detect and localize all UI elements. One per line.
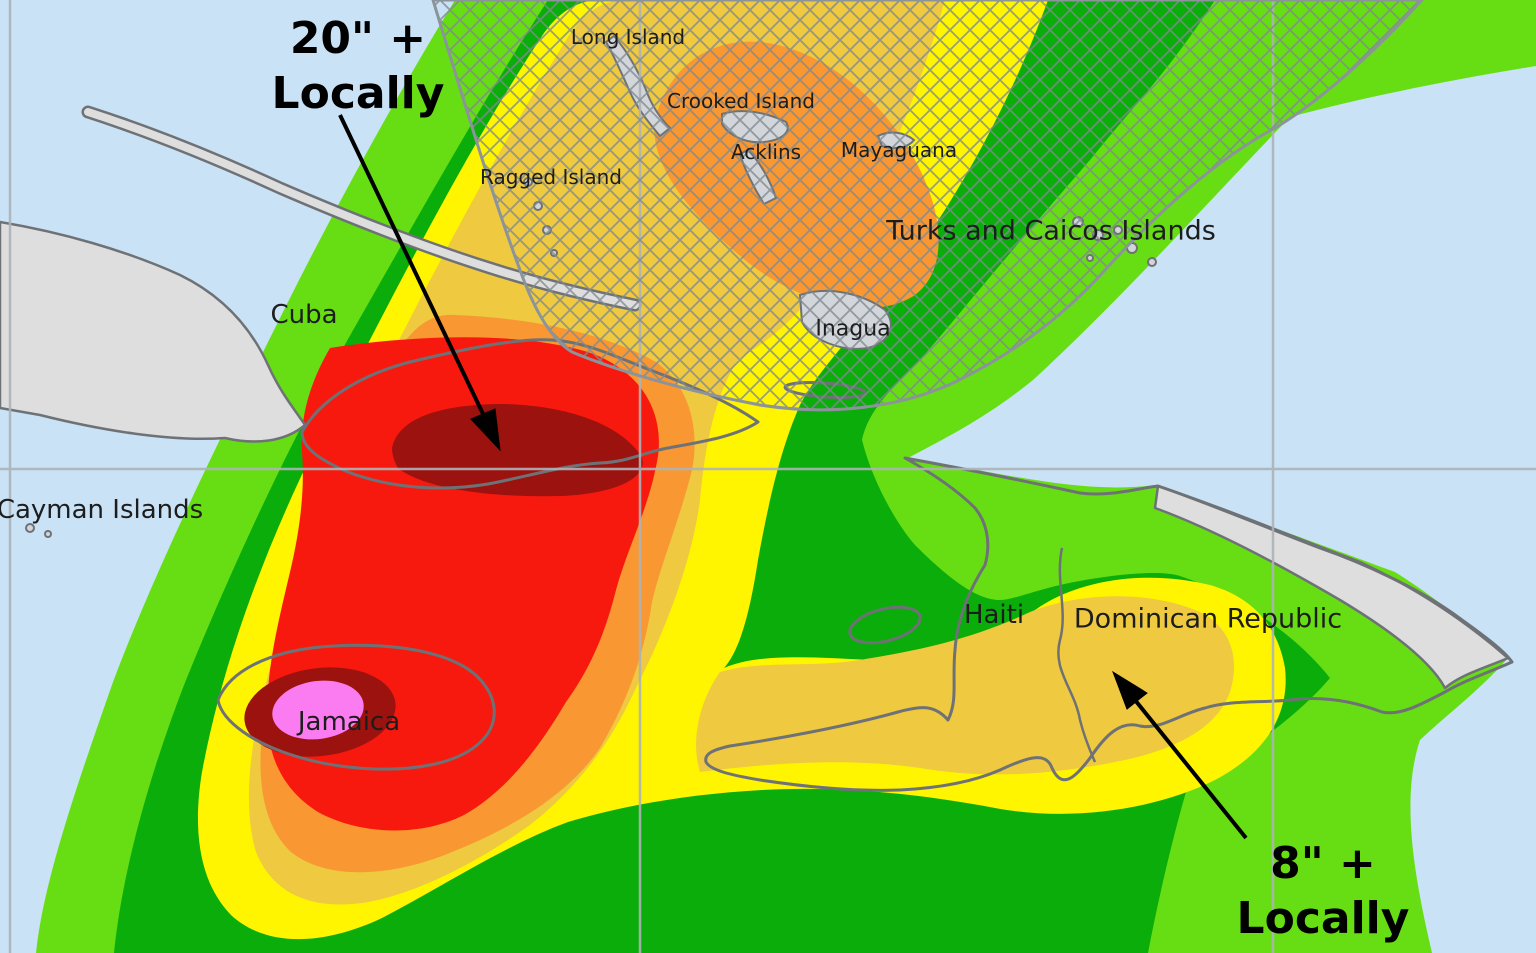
annotation-8-line2: Locally (1236, 893, 1410, 944)
arrow-8in-head (1112, 670, 1148, 710)
cayman-cay (44, 530, 52, 538)
arrow-8in-line (1133, 698, 1248, 840)
eastern-cuba-outline (300, 338, 760, 490)
annotation-8-line1: 8" + (1270, 838, 1376, 889)
label-dominican-republic: Dominican Republic (1073, 603, 1343, 635)
label-jamaica: Jamaica (297, 707, 401, 737)
label-inagua: Inagua (815, 316, 891, 342)
coastlines (216, 338, 1514, 792)
arrow-20in-head (470, 408, 501, 452)
sea-overlay-east (908, 66, 1536, 953)
cayman-cay (25, 523, 35, 533)
label-long-island: Long Island (570, 25, 686, 49)
label-crooked-island: Crooked Island (667, 89, 815, 113)
label-mayaguana: Mayaguana (840, 138, 958, 162)
band-amber-hispaniola (696, 596, 1235, 775)
annotation-20-line2: Locally (271, 68, 445, 119)
hispaniola-outline (704, 456, 1514, 792)
hatched-region (431, 0, 1424, 412)
label-cayman-islands: Cayman Islands (0, 495, 204, 525)
annotation-20-line1: 20" + (289, 13, 427, 64)
band-magenta (272, 680, 364, 740)
annotation-20-inches: 20" + Locally (272, 11, 445, 121)
haiti-dr-border (1057, 547, 1097, 763)
annotation-arrows (338, 114, 1248, 840)
label-ragged-island: Ragged Island (480, 165, 622, 189)
gonave-island-outline (848, 605, 922, 645)
label-haiti: Haiti (963, 600, 1025, 630)
band-dark-red-cuba (392, 404, 643, 497)
jamaica-outline (216, 643, 496, 771)
label-cuba: Cuba (270, 300, 338, 330)
turks-caicos-cay (1147, 257, 1157, 267)
annotation-8-inches: 8" + Locally (1237, 836, 1410, 946)
land-west-cuba (0, 220, 307, 443)
label-acklins: Acklins (730, 140, 802, 164)
arrow-20in-line (338, 114, 486, 417)
label-turks-caicos: Turks and Caicos Islands (886, 215, 1216, 247)
land-gray (0, 220, 1510, 690)
